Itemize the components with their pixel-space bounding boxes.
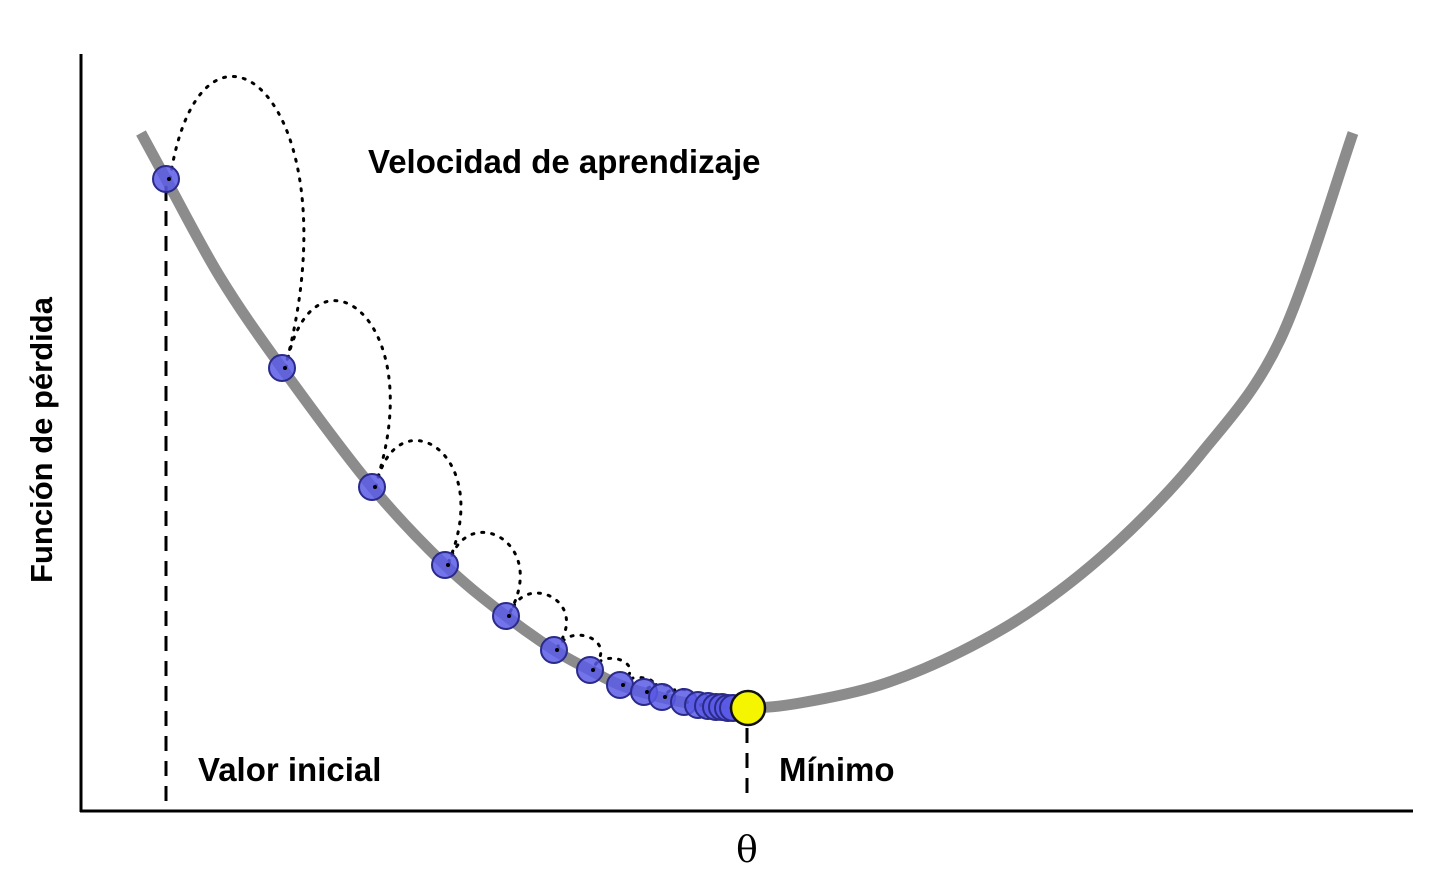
- learning-rate-label: Velocidad de aprendizaje: [368, 143, 760, 180]
- step-arc: [284, 299, 392, 485]
- step-point-dot: [373, 485, 377, 489]
- step-point-dot: [663, 695, 667, 699]
- step-arc: [374, 439, 463, 563]
- step-arcs: [168, 75, 695, 700]
- step-point-dot: [167, 177, 171, 181]
- step-point-dot: [591, 668, 595, 672]
- step-point-dot: [645, 690, 649, 694]
- step-point-dot: [446, 563, 450, 567]
- step-point: [358, 473, 386, 501]
- initial-value-label: Valor inicial: [198, 751, 381, 788]
- step-point-dot: [283, 366, 287, 370]
- step-arc: [508, 591, 568, 648]
- step-points: [152, 165, 747, 722]
- step-point: [540, 636, 568, 664]
- step-point: [576, 656, 604, 684]
- step-point: [268, 354, 296, 382]
- y-axis-label: Función de pérdida: [24, 296, 59, 583]
- step-point-dot: [507, 614, 511, 618]
- minimum-label: Mínimo: [779, 751, 894, 788]
- minimum-point: [729, 689, 767, 727]
- step-point: [606, 671, 634, 699]
- step-arc: [447, 530, 522, 614]
- step-point: [152, 165, 180, 193]
- step-point-dot: [621, 683, 625, 687]
- step-point: [492, 602, 520, 630]
- step-point: [431, 551, 459, 579]
- step-point-dot: [555, 648, 559, 652]
- step-arc: [168, 75, 306, 366]
- x-axis-label: θ: [736, 830, 758, 871]
- loss-curve: [136, 130, 1359, 714]
